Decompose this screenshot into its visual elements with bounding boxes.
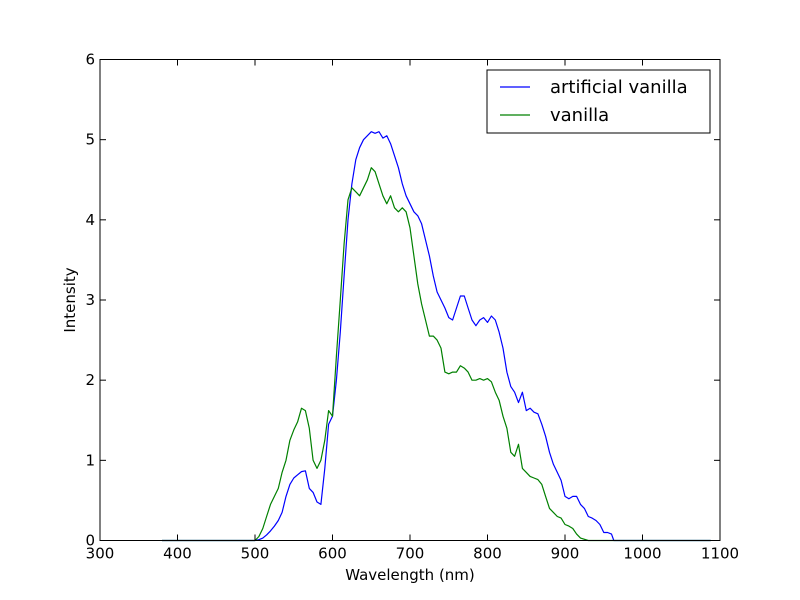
series-layer — [162, 131, 711, 542]
legend-label-vanilla: vanilla — [550, 105, 609, 126]
x-tick-label: 700 — [396, 545, 425, 563]
legend-box — [486, 69, 711, 134]
y-tick-label: 5 — [85, 131, 95, 149]
y-tick-label: 0 — [85, 532, 95, 550]
x-tick-label: 900 — [551, 545, 580, 563]
x-tick-label: 400 — [163, 545, 192, 563]
series-line-vanilla — [162, 167, 711, 542]
x-tick-label: 1100 — [701, 545, 739, 563]
x-tick-label: 800 — [473, 545, 502, 563]
y-axis: 0 1 2 3 4 5 6 — [85, 51, 720, 550]
y-tick-label: 4 — [85, 211, 95, 229]
x-tick-label: 500 — [241, 545, 270, 563]
x-tick-label: 1000 — [623, 545, 661, 563]
y-tick-label: 1 — [85, 451, 95, 469]
legend-label-artificial-vanilla: artificial vanilla — [550, 77, 688, 98]
legend: artificial vanilla vanilla — [486, 69, 711, 134]
x-axis: 300 400 500 600 700 800 900 1000 1100 — [86, 59, 739, 563]
x-tick-label: 300 — [86, 545, 115, 563]
y-tick-label: 3 — [85, 291, 95, 309]
x-axis-label: Wavelength (nm) — [345, 566, 475, 584]
series-line-artificial-vanilla — [162, 131, 711, 542]
y-axis-label: Intensity — [61, 267, 79, 332]
y-tick-label: 6 — [85, 51, 95, 69]
y-tick-label: 2 — [85, 371, 95, 389]
x-tick-label: 600 — [318, 545, 347, 563]
